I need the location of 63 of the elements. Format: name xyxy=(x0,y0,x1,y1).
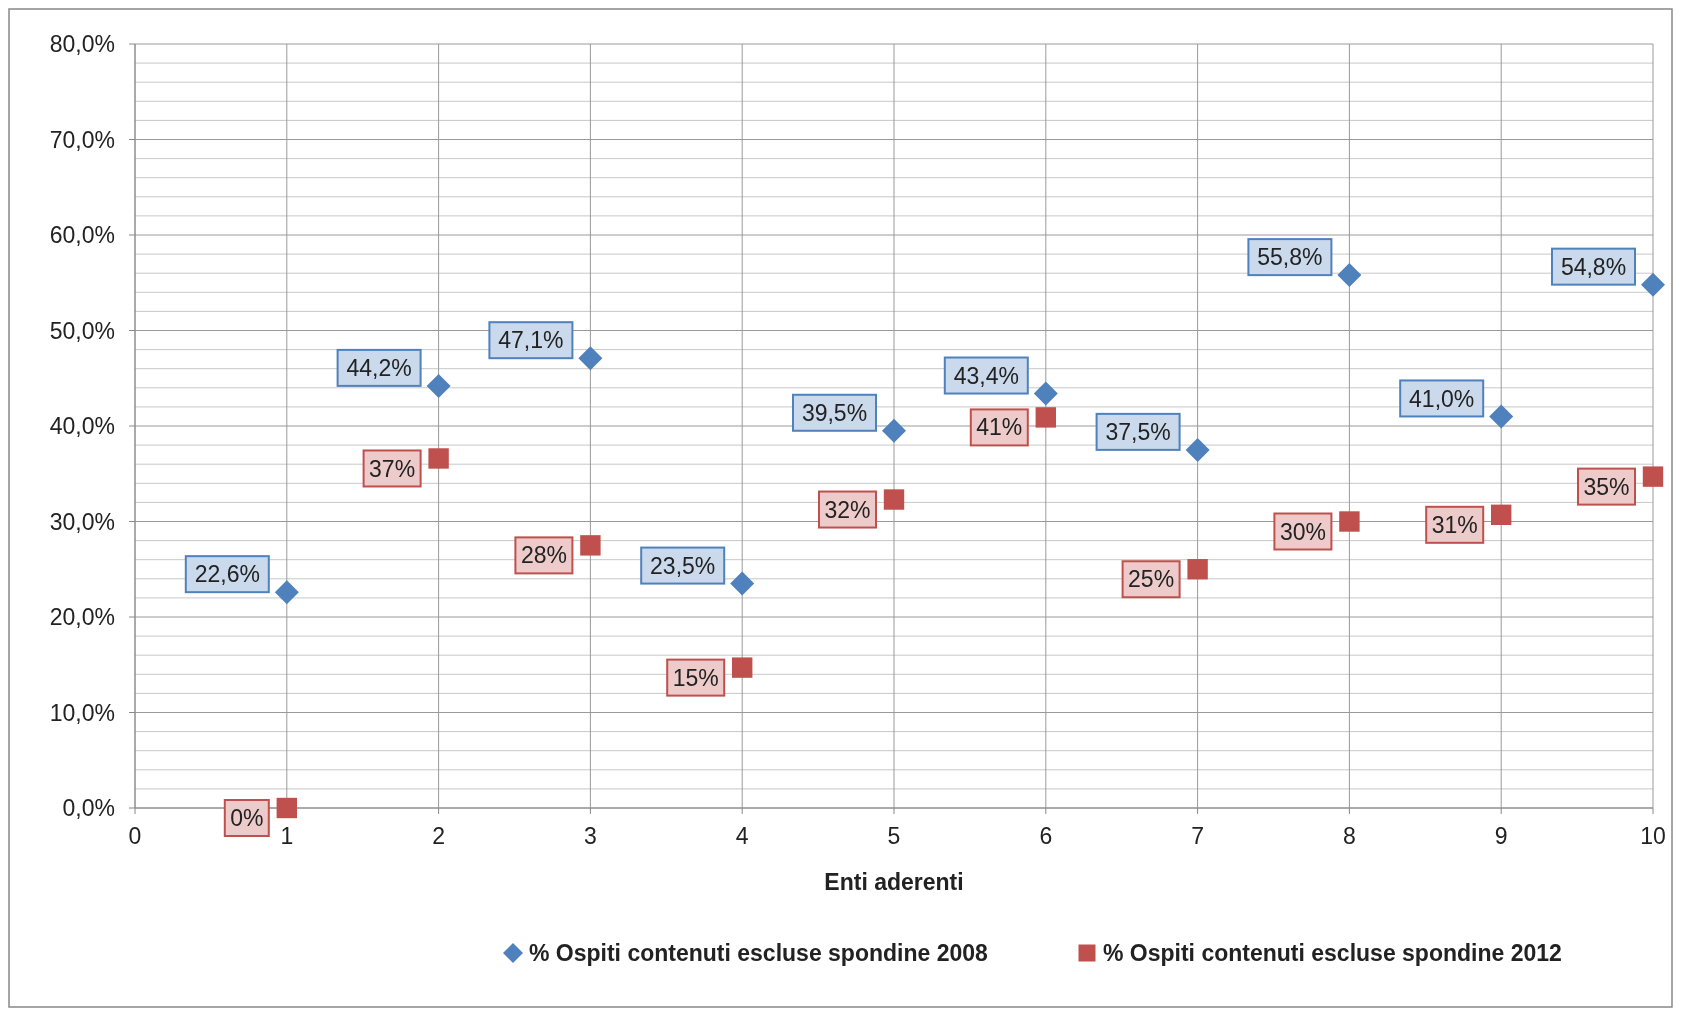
point xyxy=(578,346,603,371)
data-label: 41% xyxy=(976,414,1023,441)
data-label: 0% xyxy=(230,805,264,832)
point xyxy=(883,489,905,510)
x-tick-label: 7 xyxy=(1191,823,1204,849)
point xyxy=(1337,263,1362,288)
point xyxy=(1035,407,1056,428)
data-label: 44,2% xyxy=(346,354,412,381)
x-tick-label: 9 xyxy=(1494,823,1508,849)
point xyxy=(730,571,755,596)
y-tick-label: 40,0% xyxy=(49,413,115,440)
y-tick-label: 60,0% xyxy=(49,222,115,249)
legend-label: % Ospiti contenuti escluse spondine 2008 xyxy=(529,940,989,967)
data-label: 54,8% xyxy=(1560,253,1627,280)
point xyxy=(1339,511,1360,532)
x-tick-label: 1 xyxy=(280,823,294,849)
point xyxy=(426,373,451,398)
data-label: 41,0% xyxy=(1409,385,1475,412)
data-label: 23,5% xyxy=(650,552,716,579)
x-tick-label: 4 xyxy=(735,823,749,849)
point xyxy=(1641,272,1665,297)
x-tick-label: 6 xyxy=(1039,823,1053,849)
x-tick-label: 8 xyxy=(1343,823,1356,849)
data-label: 55,8% xyxy=(1257,244,1323,271)
point xyxy=(276,797,297,819)
point xyxy=(882,418,906,443)
data-label: 31% xyxy=(1431,511,1478,538)
x-tick-label: 0 xyxy=(128,823,142,849)
data-label: 47,1% xyxy=(498,327,564,354)
point xyxy=(1642,466,1664,487)
y-tick-label: 70,0% xyxy=(49,126,115,153)
data-label: 35% xyxy=(1583,473,1630,500)
x-tick-label: 5 xyxy=(887,823,901,849)
y-tick-label: 10,0% xyxy=(49,699,115,726)
legend-label: % Ospiti contenuti escluse spondine 2012 xyxy=(1103,940,1562,967)
point xyxy=(580,535,601,556)
data-label: 37,5% xyxy=(1105,418,1171,445)
y-tick-label: 80,0% xyxy=(49,31,115,58)
data-label: 28% xyxy=(520,542,567,569)
x-tick-label: 3 xyxy=(584,823,597,849)
point xyxy=(1489,404,1514,429)
data-label: 43,4% xyxy=(953,362,1019,389)
data-label: 39,5% xyxy=(801,399,868,426)
data-label: 32% xyxy=(824,496,871,523)
point xyxy=(1491,504,1512,526)
x-axis-title: Enti aderenti xyxy=(824,869,964,895)
point xyxy=(274,580,299,605)
x-tick-label: 10 xyxy=(1640,823,1666,849)
y-tick-label: 30,0% xyxy=(49,508,115,535)
point xyxy=(1033,381,1058,406)
data-label: 30% xyxy=(1279,518,1326,545)
point xyxy=(428,448,449,469)
data-label: 37% xyxy=(369,455,416,482)
y-tick-label: 20,0% xyxy=(49,604,115,631)
y-tick-label: 0,0% xyxy=(62,795,115,822)
point xyxy=(1185,437,1210,462)
data-label: 22,6% xyxy=(194,561,260,588)
data-label: 25% xyxy=(1128,566,1175,593)
point xyxy=(732,657,753,678)
y-tick-label: 50,0% xyxy=(49,317,115,344)
point xyxy=(1187,559,1208,580)
x-tick-label: 2 xyxy=(432,823,445,849)
data-label: 15% xyxy=(672,664,719,691)
